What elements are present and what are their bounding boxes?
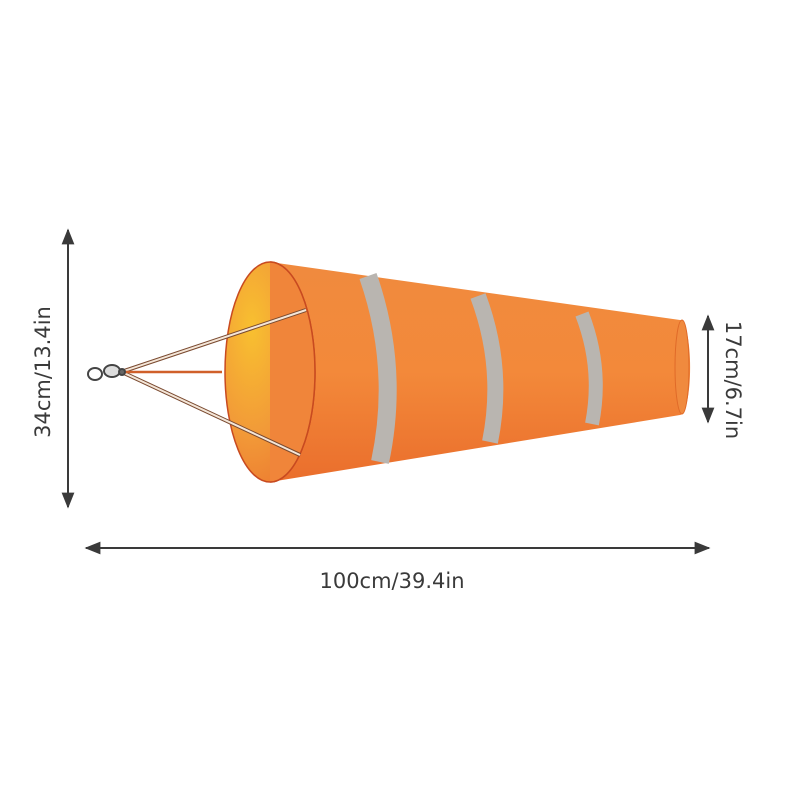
harness-rods: [123, 308, 307, 457]
length-label: 100cm/39.4in: [319, 569, 464, 593]
swivel-clip-icon: [87, 364, 126, 381]
reflective-band-2: [470, 293, 504, 444]
windsock-body: [270, 262, 691, 482]
tail-opening: [674, 319, 690, 415]
reflective-band-3: [575, 311, 603, 426]
reflective-band-1: [359, 273, 397, 464]
height-label: 34cm/13.4in: [31, 306, 55, 438]
windsock: [87, 261, 691, 483]
tail-diameter-label: 17cm/6.7in: [721, 321, 745, 439]
